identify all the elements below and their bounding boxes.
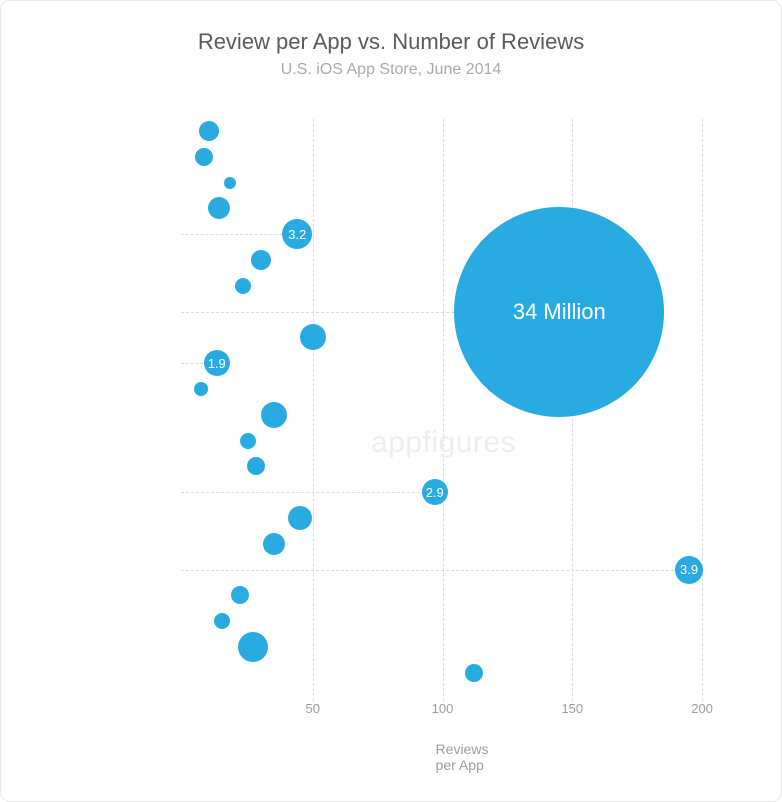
- x-tick-label: 200: [691, 701, 713, 716]
- gridline: [702, 119, 703, 701]
- bubble: [261, 402, 287, 428]
- x-tick-label: 100: [432, 701, 454, 716]
- bubble: [247, 457, 265, 475]
- bubble: 3.2: [282, 219, 312, 249]
- chart-subtitle: U.S. iOS App Store, June 2014: [1, 61, 781, 79]
- x-tick-label: 150: [561, 701, 583, 716]
- bubble: [224, 177, 236, 189]
- bubble: [194, 382, 208, 396]
- bubble: [465, 664, 483, 682]
- bubble: 34 Million: [454, 207, 664, 417]
- bubble: 2.9: [422, 479, 448, 505]
- bubble: [251, 250, 271, 270]
- bubble: 1.9: [204, 350, 230, 376]
- bubble: [214, 613, 230, 629]
- bubble: [238, 632, 268, 662]
- gridline: [443, 119, 444, 701]
- watermark: appfigures: [371, 426, 516, 460]
- chart-card: Review per App vs. Number of Reviews U.S…: [0, 0, 782, 802]
- leader-line: [181, 570, 689, 571]
- bubble: [208, 197, 230, 219]
- gridline: [313, 119, 314, 701]
- bubble: [231, 586, 249, 604]
- x-tick-label: 50: [306, 701, 320, 716]
- bubble: [199, 121, 219, 141]
- chart-title: Review per App vs. Number of Reviews: [1, 29, 781, 55]
- leader-line: [181, 234, 297, 235]
- bubble: [240, 433, 256, 449]
- bubble: [195, 148, 213, 166]
- bubble: [235, 278, 251, 294]
- bubble: [288, 506, 312, 530]
- bubble: [300, 324, 326, 350]
- leader-line: [181, 492, 435, 493]
- x-axis-title: Reviews per App: [436, 741, 489, 773]
- bubble: [263, 533, 285, 555]
- bubble: 3.9: [675, 556, 703, 584]
